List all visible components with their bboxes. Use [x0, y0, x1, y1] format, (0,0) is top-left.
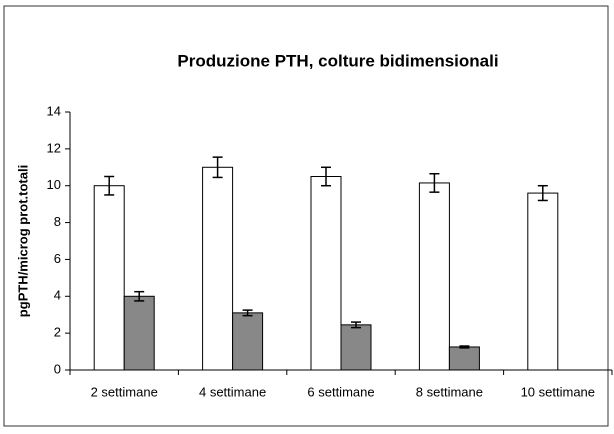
bar [310, 176, 342, 371]
bar [418, 182, 450, 371]
y-tick-label: 4 [54, 288, 61, 303]
y-tick-label: 14 [47, 103, 61, 118]
y-axis-label: pgPTH/microg prot.totali [15, 165, 30, 317]
bar [232, 312, 264, 371]
y-tick-label: 2 [54, 325, 61, 340]
y-tick-label: 6 [54, 251, 61, 266]
x-tick-label: 2 settimane [91, 384, 158, 399]
bar [340, 324, 372, 371]
bar [123, 295, 155, 371]
x-tick-label: 6 settimane [307, 384, 374, 399]
y-tick-label: 8 [54, 214, 61, 229]
y-tick-label: 10 [47, 177, 61, 192]
x-tick-label: 10 settimane [521, 384, 595, 399]
bar [93, 185, 125, 371]
bar [527, 192, 559, 371]
bar [202, 166, 234, 371]
y-tick-label: 12 [47, 140, 61, 155]
x-tick-label: 8 settimane [416, 384, 483, 399]
bar [448, 346, 480, 371]
x-tick-label: 4 settimane [199, 384, 266, 399]
y-tick-label: 0 [54, 361, 61, 376]
chart-title: Produzione PTH, colture bidimensionali [177, 51, 498, 70]
